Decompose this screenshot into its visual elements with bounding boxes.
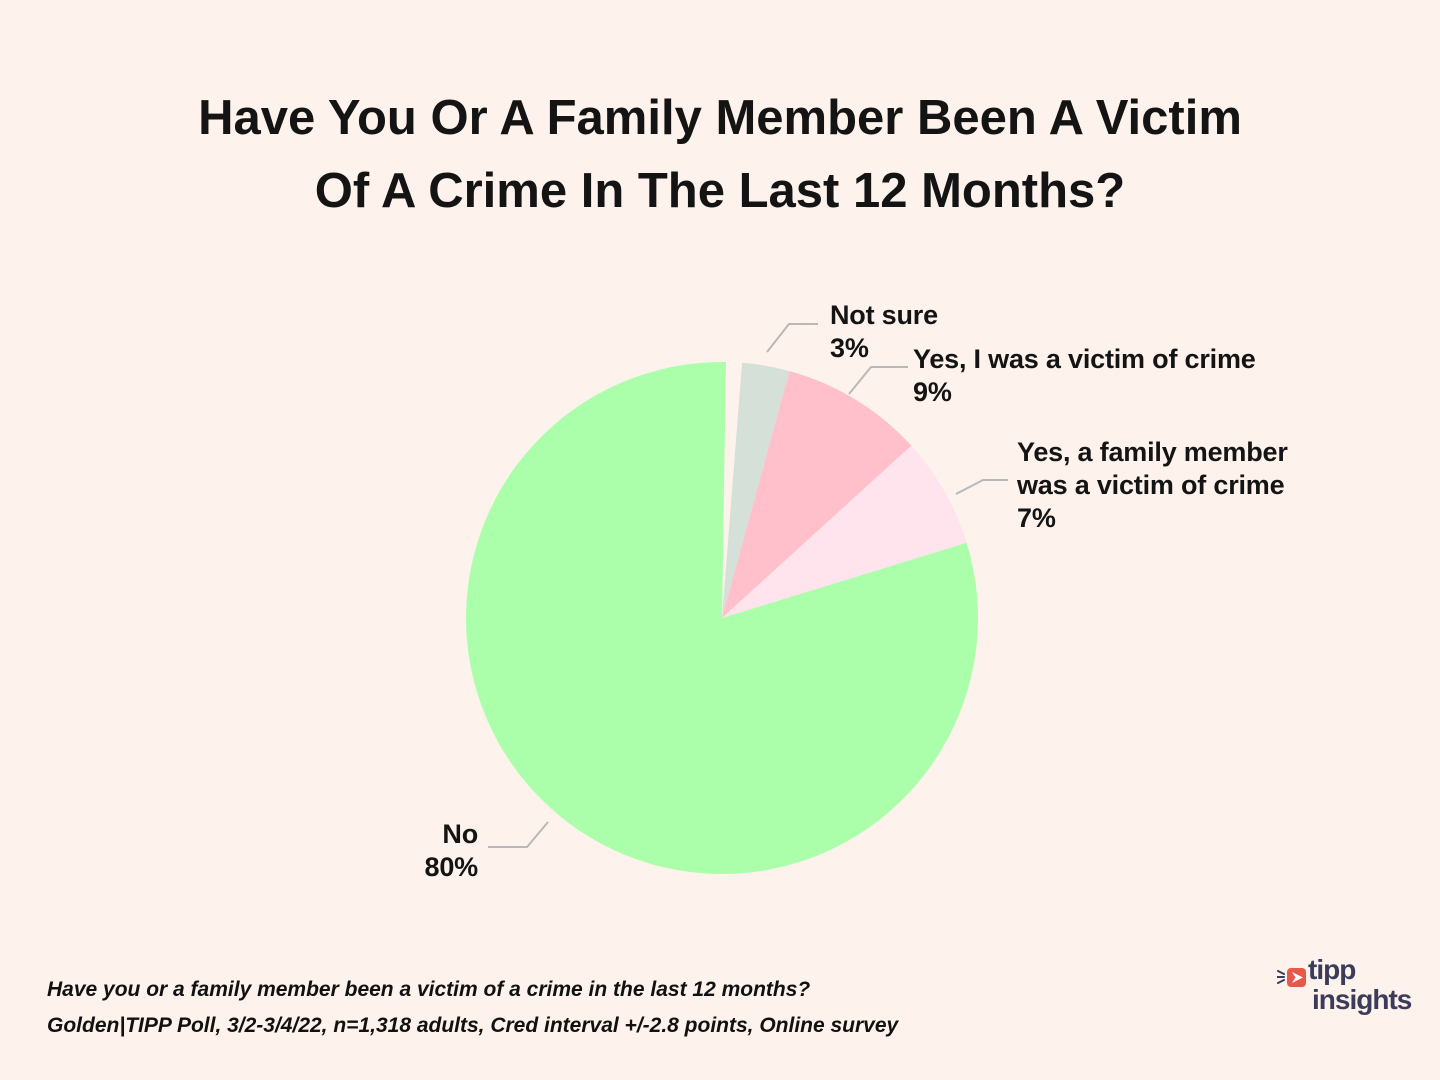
- pie-label-not-sure-value: 3%: [830, 333, 869, 363]
- pie-label-no-text: No: [442, 819, 478, 849]
- pie-label-yes-self-text: Yes, I was a victim of crime: [913, 344, 1256, 374]
- chart-title-line1: Have You Or A Family Member Been A Victi…: [198, 91, 1242, 145]
- pie-label-not-sure: Not sure 3%: [830, 299, 938, 365]
- leader-line-yes-self: [848, 366, 908, 395]
- footer-question: Have you or a family member been a victi…: [47, 978, 811, 1001]
- pie-label-yes-family-text1: Yes, a family member: [1017, 437, 1288, 467]
- pie-label-no: No 80%: [358, 818, 479, 884]
- pie-label-yes-family-text2: was a victim of crime: [1017, 470, 1285, 500]
- leader-line-no: [488, 821, 549, 848]
- pie-slices: [465, 361, 978, 874]
- leader-line-yes-family: [955, 479, 1008, 495]
- brand-logo: tipp insights: [1276, 954, 1412, 1015]
- brand-logo-icon: [1276, 966, 1308, 988]
- footer-source: Have you or a family member been a victi…: [47, 972, 898, 1044]
- megaphone-icon: [1276, 968, 1306, 987]
- brand-logo-text-line2: insights: [1312, 984, 1412, 1015]
- pie-label-yes-family: Yes, a family member was a victim of cri…: [1017, 436, 1288, 535]
- footer-poll-details: Golden|TIPP Poll, 3/2-3/4/22, n=1,318 ad…: [47, 1014, 899, 1037]
- pie-slice-yes-self: [722, 371, 912, 618]
- chart-title: Have You Or A Family Member Been A Victi…: [0, 82, 1440, 228]
- pie-label-yes-self: Yes, I was a victim of crime 9%: [913, 343, 1256, 409]
- pie-label-yes-family-value: 7%: [1017, 503, 1056, 533]
- pie-label-yes-self-value: 9%: [913, 377, 952, 407]
- pie-slice-not-sure: [722, 362, 790, 618]
- pie-slice-no: [465, 361, 978, 874]
- pie-label-not-sure-text: Not sure: [830, 300, 938, 330]
- chart-title-line2: Of A Crime In The Last 12 Months?: [314, 164, 1126, 218]
- pie-slice-yes-family: [722, 445, 967, 618]
- leader-line-not-sure: [766, 323, 818, 353]
- pie-label-no-value: 80%: [424, 852, 479, 882]
- brand-logo-text-line1: tipp: [1308, 954, 1356, 985]
